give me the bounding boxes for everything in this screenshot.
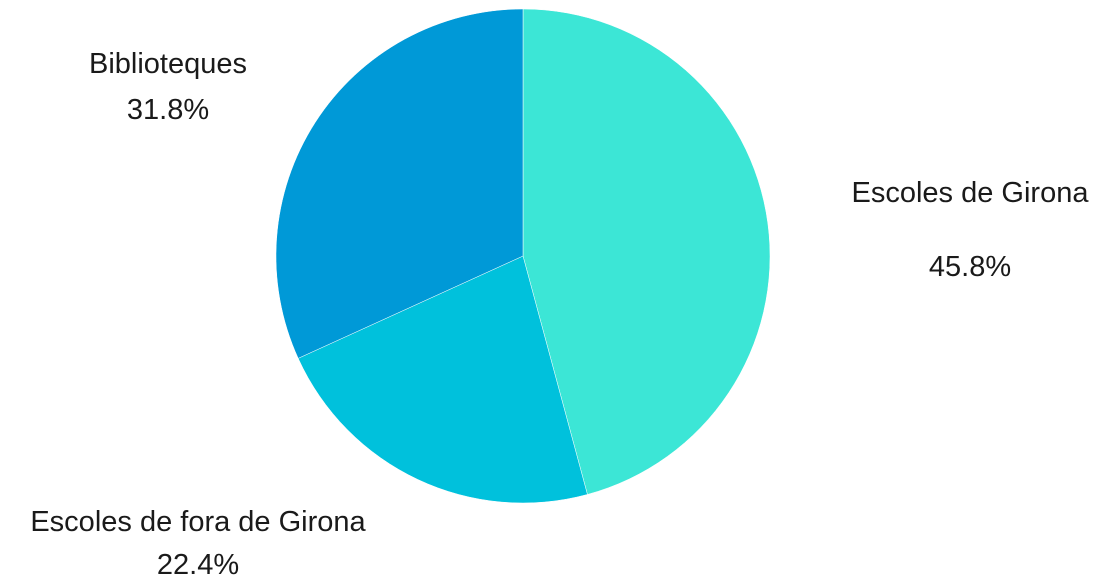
pie-labels: Escoles de Girona 45.8% Escoles de fora … (30, 48, 1089, 581)
slice-value-biblioteques: 31.8% (127, 94, 209, 126)
slice-value-escoles-de-fora-de-girona: 22.4% (157, 549, 239, 581)
pie-slices (275, 8, 771, 504)
slice-label-biblioteques: Biblioteques (89, 48, 247, 80)
pie-slice-escoles-de-girona (522, 8, 771, 495)
pie-slice-escoles-de-fora-de-girona (297, 255, 588, 504)
pie-slice-biblioteques (275, 8, 524, 359)
slice-label-escoles-de-fora-de-girona: Escoles de fora de Girona (30, 506, 366, 538)
slice-value-escoles-de-girona: 45.8% (929, 251, 1011, 283)
slice-label-escoles-de-girona: Escoles de Girona (852, 177, 1090, 209)
